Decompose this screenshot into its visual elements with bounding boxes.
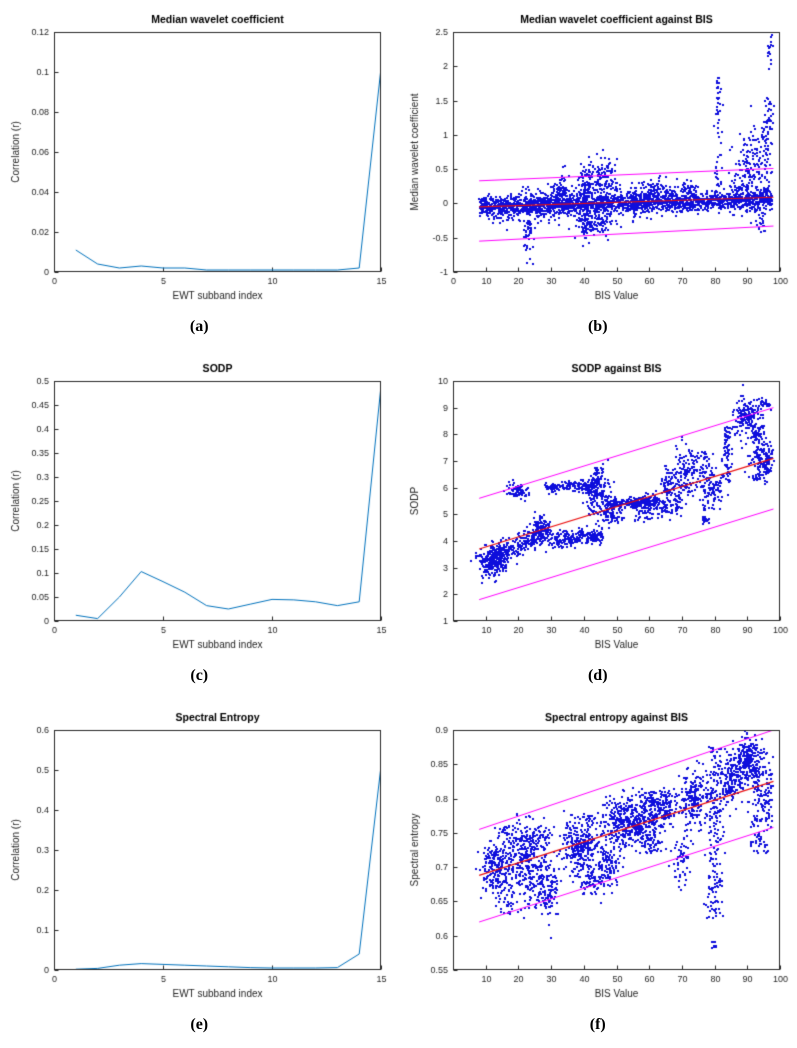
caption-e: (e) [190,1016,209,1033]
caption-b: (b) [587,318,608,335]
caption-a: (a) [189,318,209,335]
chart-sodp-vs-bis [402,357,793,663]
panel-b: (b) [399,0,797,349]
panel-c: (c) [0,349,399,698]
chart-sodp-correlation [4,357,395,663]
caption-f: (f) [589,1016,606,1033]
chart-spectral-entropy-vs-bis [402,706,793,1012]
caption-c: (c) [190,667,209,684]
panel-f: (f) [399,698,797,1047]
chart-spectral-entropy-correlation [4,706,395,1012]
panel-d: (d) [399,349,797,698]
caption-d: (d) [587,667,608,684]
chart-median-wavelet-vs-bis [402,8,793,314]
panel-e: (e) [0,698,399,1047]
chart-median-wavelet-correlation [4,8,395,314]
panel-a: (a) [0,0,399,349]
